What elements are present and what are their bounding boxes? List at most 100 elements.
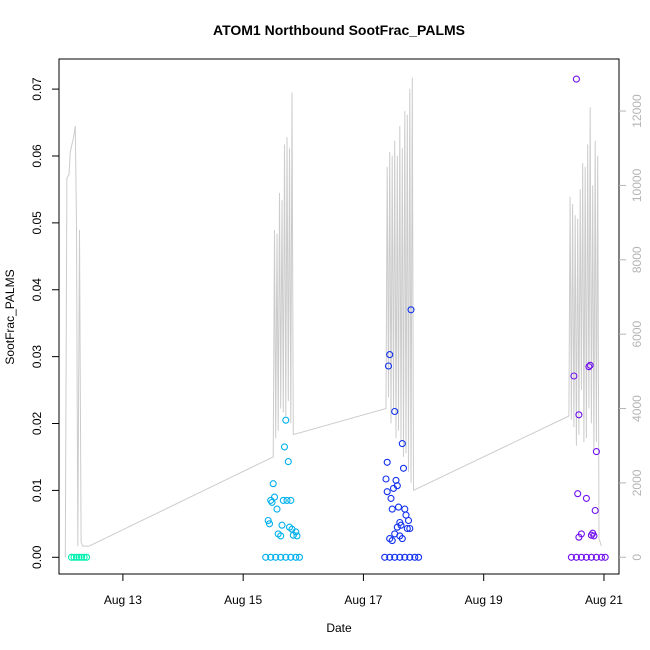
plot-frame xyxy=(58,58,620,575)
data-point xyxy=(394,503,403,511)
x-axis-label: Date xyxy=(326,621,352,635)
data-point xyxy=(282,553,290,561)
data-point xyxy=(391,553,399,561)
points-layer xyxy=(67,75,609,561)
data-point xyxy=(411,553,419,561)
y-tick-label: 0.05 xyxy=(30,211,44,235)
data-point xyxy=(287,553,295,561)
y2-tick-label: 12000 xyxy=(630,94,644,128)
series-1 xyxy=(262,416,304,561)
data-point xyxy=(393,523,401,531)
y-axis: 0.00 0.01 0.02 0.03 0.04 0.05 0.06 0.07 xyxy=(30,77,59,569)
data-point xyxy=(383,458,391,466)
data-point xyxy=(406,524,414,533)
altitude-line xyxy=(64,77,602,558)
data-point xyxy=(264,516,272,525)
data-point xyxy=(388,537,396,545)
data-point xyxy=(279,496,287,504)
series-2 xyxy=(381,306,423,561)
series-0 xyxy=(67,553,91,561)
data-point xyxy=(398,535,406,543)
y-axis-label: SootFrac_PALMS xyxy=(3,269,17,364)
chart-title: ATOM1 Northbound SootFrac_PALMS xyxy=(213,22,465,38)
data-point xyxy=(292,528,300,536)
x-axis: Aug 13 Aug 15 Aug 17 Aug 19 Aug 21 xyxy=(104,574,623,607)
data-point xyxy=(590,532,598,540)
data-point xyxy=(267,553,275,561)
x-tick-label: Aug 21 xyxy=(585,593,623,607)
data-point xyxy=(406,553,414,561)
data-point xyxy=(572,75,580,83)
y2-tick-label: 10000 xyxy=(630,168,644,202)
data-point xyxy=(570,372,578,380)
data-point xyxy=(83,553,91,561)
data-point xyxy=(284,458,292,466)
y-tick-label: 0.07 xyxy=(30,77,44,101)
y2-tick-label: 8000 xyxy=(630,246,644,273)
data-point xyxy=(388,505,396,513)
data-point xyxy=(572,553,580,561)
data-point xyxy=(582,494,590,502)
data-point xyxy=(401,553,409,561)
data-point xyxy=(585,363,593,371)
altitude-layer xyxy=(64,77,602,558)
data-point xyxy=(567,553,575,561)
data-point xyxy=(293,532,301,540)
data-point xyxy=(575,533,583,541)
data-point xyxy=(592,553,600,561)
data-point xyxy=(381,553,389,561)
data-point xyxy=(70,553,78,561)
y-tick-label: 0.02 xyxy=(30,412,44,436)
data-point xyxy=(407,306,415,314)
data-point xyxy=(393,482,401,490)
data-point xyxy=(292,553,300,561)
data-point xyxy=(277,532,285,540)
data-point xyxy=(587,553,595,561)
y2-tick-label: 0 xyxy=(630,554,644,561)
data-point xyxy=(270,493,279,501)
data-point xyxy=(597,553,606,561)
data-point xyxy=(391,407,399,416)
data-point xyxy=(75,553,83,561)
x-tick-label: Aug 17 xyxy=(344,593,382,607)
y-tick-label: 0.04 xyxy=(30,278,44,302)
data-point xyxy=(283,496,291,504)
data-point xyxy=(577,553,585,561)
x-tick-label: Aug 13 xyxy=(104,593,142,607)
data-point xyxy=(72,553,81,561)
y-tick-label: 0.03 xyxy=(30,345,44,369)
data-point xyxy=(67,553,76,561)
data-point xyxy=(277,553,285,561)
x-tick-label: Aug 19 xyxy=(465,593,503,607)
data-point xyxy=(262,553,270,561)
y2-tick-label: 4000 xyxy=(630,395,644,422)
data-point xyxy=(592,448,600,456)
data-point xyxy=(265,520,274,528)
series-3 xyxy=(567,75,609,561)
data-point xyxy=(78,553,86,561)
data-point xyxy=(398,440,406,448)
data-point xyxy=(278,521,286,529)
data-point xyxy=(272,553,280,561)
x-tick-label: Aug 15 xyxy=(224,593,262,607)
y2-axis: 0 2000 4000 6000 8000 10000 12000 xyxy=(619,94,644,561)
data-point xyxy=(403,524,411,533)
data-point xyxy=(575,411,583,419)
data-point xyxy=(386,553,394,561)
data-point xyxy=(401,505,409,513)
data-point xyxy=(387,494,395,502)
data-point xyxy=(384,362,393,370)
data-point xyxy=(386,351,394,359)
data-point xyxy=(295,553,304,561)
data-point xyxy=(415,553,423,561)
data-point xyxy=(383,488,391,496)
data-point xyxy=(591,506,599,515)
data-point xyxy=(582,553,590,561)
y-tick-label: 0.01 xyxy=(30,478,44,502)
y-tick-label: 0.06 xyxy=(30,144,44,168)
data-point xyxy=(399,464,408,472)
y2-tick-label: 2000 xyxy=(630,469,644,496)
data-point xyxy=(282,416,290,424)
data-point xyxy=(280,443,289,451)
